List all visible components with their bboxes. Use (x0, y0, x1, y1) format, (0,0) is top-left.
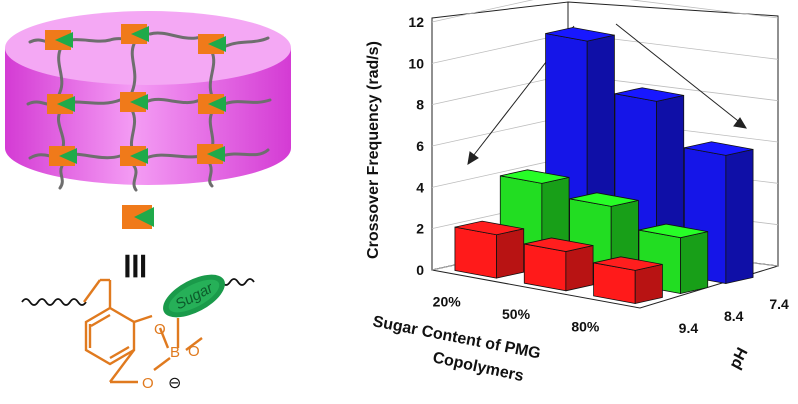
bar-top-face (454, 220, 524, 236)
oxygen-atom: O (154, 321, 166, 338)
oxygen-atom: O (142, 375, 154, 392)
bar (638, 223, 709, 294)
bar-side-face (496, 228, 525, 279)
network-strand (132, 164, 138, 192)
y-tick-labels: 9.4 8.4 7.4 (679, 296, 789, 336)
crosslink-symbol (198, 34, 226, 54)
z-axis-label: Crossover Frequency (rad/s) (365, 41, 382, 259)
arrowhead (467, 151, 479, 165)
boronate-ester-structure: O B O O O ⊖ Sugar (21, 274, 255, 392)
z-tick-label: 12 (408, 14, 424, 30)
y-tick-label: 8.4 (724, 308, 744, 324)
crosslink-symbol (49, 146, 77, 166)
x-tick-label: 20% (433, 293, 462, 309)
bar-side-face (725, 148, 754, 284)
bar-top-face (545, 27, 615, 42)
crossover-frequency-chart: 0 2 4 6 8 10 12 20% 50% 80% 9.4 8.4 7.4 Crossover … (365, 0, 789, 385)
crosslink-key-symbol (122, 205, 154, 229)
crosslink-symbol (47, 94, 75, 114)
gridline (431, 0, 779, 23)
network-strand (220, 148, 270, 158)
sugar-ellipse: Sugar (163, 274, 225, 318)
bar-top-face (684, 141, 754, 156)
network-strand (208, 162, 214, 188)
bar-side-face (680, 231, 709, 294)
bar-top-face (638, 223, 708, 239)
bar-top-face (500, 169, 570, 184)
bar (454, 220, 525, 279)
z-tick-label: 8 (416, 97, 424, 113)
bar (593, 256, 663, 304)
z-tick-label: 0 (416, 262, 424, 278)
bar-side-face (565, 245, 594, 292)
crosslink-symbol (120, 92, 148, 112)
negative-charge: ⊖ (168, 373, 181, 392)
crosslink-symbol (120, 146, 148, 166)
oxygen-atom: O (188, 343, 200, 360)
network-strand (58, 164, 64, 190)
network-strand (224, 36, 270, 48)
bar-top-face (614, 87, 684, 102)
y-axis-label-ph: pH (727, 345, 752, 372)
bar-top-face (593, 256, 663, 271)
boron-atom: B (170, 344, 180, 361)
bar-top-face (569, 192, 639, 207)
network-strand (130, 42, 137, 94)
trend-arrow-right (615, 23, 743, 125)
arrowhead (733, 117, 747, 129)
bar-front-face (523, 243, 567, 292)
crosslink-symbol (121, 24, 149, 44)
bars (454, 27, 754, 304)
z-tick-label: 10 (408, 55, 424, 71)
equivalence-symbol: ≡ (115, 251, 156, 281)
z-tick-label: 4 (416, 179, 424, 195)
bar-top-face (524, 237, 594, 252)
x-tick-labels: 20% 50% 80% (433, 293, 600, 334)
cylinder-top (5, 11, 291, 85)
wavy-bond-left (21, 298, 87, 306)
y-tick-label: 9.4 (679, 320, 699, 336)
z-tick-labels: 0 2 4 6 8 10 12 (408, 14, 424, 278)
crosslink-symbol (197, 144, 225, 164)
x-tick-label: 80% (571, 319, 600, 335)
y-tick-label: 7.4 (769, 296, 789, 312)
crosslink-grid (45, 24, 226, 166)
x-tick-label: 50% (502, 306, 531, 322)
crosslink-symbol (198, 94, 226, 114)
bar-front-face (454, 226, 497, 279)
network-strand (222, 98, 272, 106)
bar (523, 237, 594, 292)
z-tick-label: 2 (416, 221, 424, 237)
bar-side-face (634, 263, 663, 304)
network-strand (208, 50, 216, 98)
z-tick-label: 6 (416, 138, 424, 154)
crosslink-symbol (45, 30, 73, 50)
